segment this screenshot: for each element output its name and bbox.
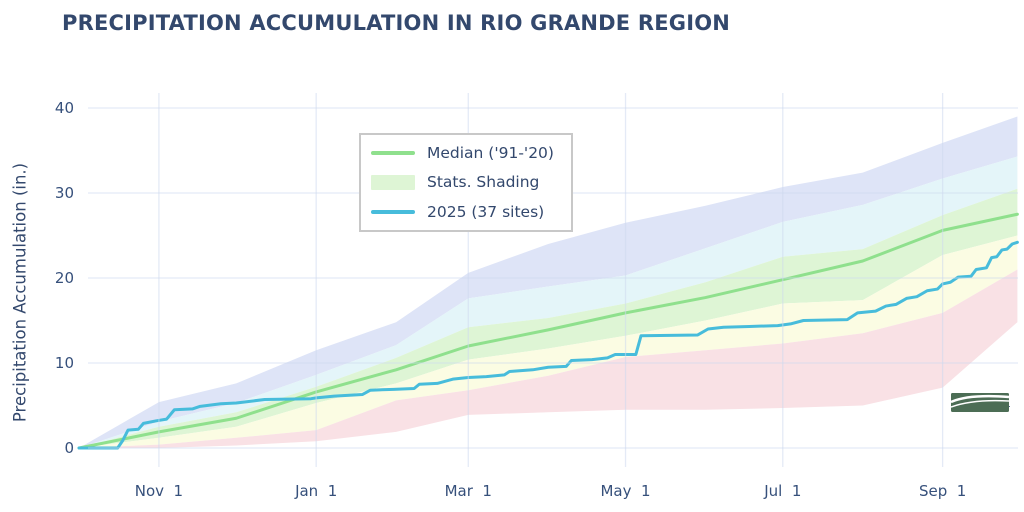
band-stats-shading-p70-to-p30 — [79, 188, 1018, 448]
x-tick-label-2: Mar 1 — [444, 482, 492, 500]
line-2025 — [77, 240, 1019, 450]
legend-label-median: Median ('91-'20) — [427, 144, 554, 163]
x-tick-label-5: Sep 1 — [918, 482, 967, 500]
median-line — [77, 212, 1019, 450]
usda-logo: USDA — [951, 390, 1011, 412]
y-axis-title: Precipitation Accumulation (in.) — [10, 162, 30, 423]
legend-item-stats-shading: Stats. Shading — [371, 170, 561, 194]
legend-label-stats-shading: Stats. Shading — [427, 173, 540, 192]
legend-label-2025: 2025 (37 sites) — [427, 202, 545, 221]
page-title: PRECIPITATION ACCUMULATION IN RIO GRANDE… — [62, 11, 731, 35]
median-line-swatch — [371, 151, 415, 155]
legend-item-median: Median ('91-'20) — [371, 141, 561, 165]
stats-shading-swatch — [371, 174, 415, 190]
y-tick-label-10: 10 — [54, 354, 74, 372]
y-tick-label-30: 30 — [54, 184, 74, 202]
x-tick-label-4: Jul 1 — [764, 482, 802, 500]
legend: Median ('91-'20) Stats. Shading 2025 (37… — [359, 133, 573, 232]
2025-line-swatch — [371, 210, 415, 214]
y-tick-label-0: 0 — [64, 439, 74, 457]
x-tick-label-3: May 1 — [600, 482, 651, 500]
y-tick-label-20: 20 — [54, 269, 74, 287]
y-tick-label-40: 40 — [54, 99, 74, 117]
x-tick-label-1: Jan 1 — [295, 482, 338, 500]
x-tick-label-0: Nov 1 — [134, 482, 184, 500]
legend-item-2025: 2025 (37 sites) — [371, 200, 561, 224]
usda-field-icon — [951, 393, 1009, 412]
